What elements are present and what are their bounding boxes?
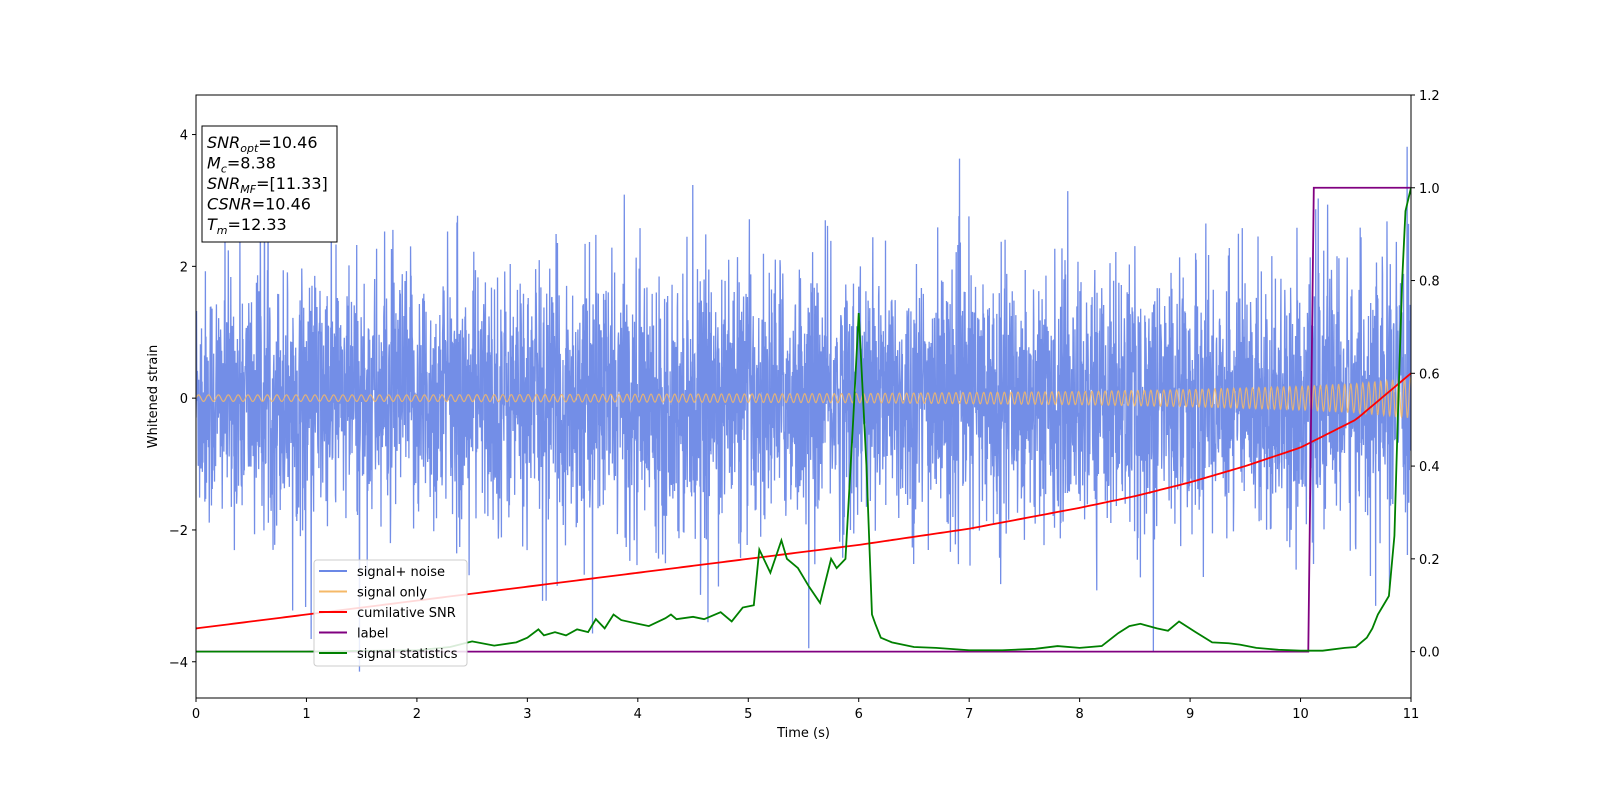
y-tick-label-right: 1.0 [1419, 182, 1440, 197]
x-axis-label: Time (s) [776, 726, 830, 741]
x-tick-label: 10 [1292, 707, 1309, 722]
x-tick-label: 1 [302, 707, 310, 722]
legend-label: label [357, 627, 388, 642]
y-tick-label-right: 0.0 [1419, 646, 1440, 661]
series-signal-only [196, 376, 1411, 420]
y-tick-label-right: 0.6 [1419, 367, 1440, 382]
x-tick-label: 4 [634, 707, 642, 722]
annotation-line: SNRMF=[11.33] [207, 174, 328, 196]
legend-label: cumilative SNR [357, 606, 456, 621]
y-tick-label-right: 0.8 [1419, 275, 1440, 290]
y-tick-label-right: 0.2 [1419, 553, 1440, 568]
x-tick-label: 6 [855, 707, 863, 722]
y-tick-label-left: 2 [180, 260, 188, 275]
legend: signal+ noise signal only cumilative SNR la… [313, 559, 468, 667]
y-tick-label-right: 0.4 [1419, 460, 1440, 475]
legend-label: signal only [357, 586, 427, 601]
annotation-box: SNRopt=10.46Mc=8.38SNRMF=[11.33]CSNR=10.… [201, 125, 338, 243]
x-tick-label: 7 [965, 707, 973, 722]
y-tick-label-left: −2 [169, 524, 188, 539]
series-signal-noise [196, 146, 1411, 672]
annotation-line: CSNR=10.46 [207, 195, 311, 214]
x-tick-label: 8 [1075, 707, 1083, 722]
legend-label: signal statistics [357, 647, 458, 662]
series-label [196, 186, 1411, 653]
x-tick-label: 11 [1403, 707, 1420, 722]
legend-frame [313, 559, 468, 667]
y-tick-label-left: 4 [180, 129, 188, 144]
x-tick-label: 3 [523, 707, 531, 722]
axes-frame [195, 94, 1412, 699]
y-tick-label-left: −4 [169, 656, 188, 671]
axis-ticks: 0 1 2 3 4 5 6 7 8 9 10 11 −4 −2 0 2 4 0.0 0.2 0.4 0.6 0.8 1.0 1… [169, 89, 1440, 722]
series-signal-statistics [196, 187, 1411, 653]
annotation-line: SNRopt=10.46 [207, 133, 318, 155]
x-tick-label: 0 [192, 707, 200, 722]
y-tick-label-right: 1.2 [1419, 89, 1440, 104]
x-tick-label: 2 [413, 707, 421, 722]
annotation-line: Mc=8.38 [207, 154, 276, 176]
y-axis-label: Whitened strain [146, 345, 161, 448]
annotation-frame [201, 125, 338, 243]
y-tick-label-left: 0 [180, 392, 188, 407]
legend-label: signal+ noise [357, 565, 445, 580]
annotation-line: Tm=12.33 [207, 215, 287, 237]
x-tick-label: 5 [744, 707, 752, 722]
x-tick-label: 9 [1186, 707, 1194, 722]
